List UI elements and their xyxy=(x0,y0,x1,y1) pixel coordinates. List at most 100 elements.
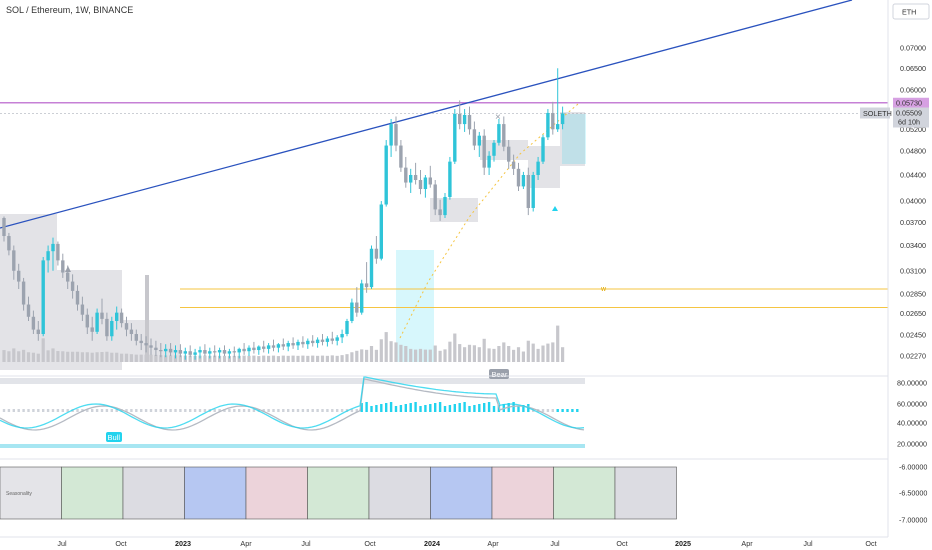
volume-bar xyxy=(487,348,491,362)
osc-histogram-bar xyxy=(561,409,564,412)
osc-histogram-bar xyxy=(37,409,40,412)
volume-bar xyxy=(139,354,143,362)
candle-body xyxy=(526,174,530,208)
volume-bar xyxy=(433,345,437,362)
candle-body xyxy=(502,124,506,147)
osc-histogram-bar xyxy=(429,404,432,412)
candle-body xyxy=(12,250,16,271)
candle-body xyxy=(144,343,148,346)
volume-bar xyxy=(384,332,388,362)
osc-histogram-bar xyxy=(115,409,118,412)
osc-histogram-bar xyxy=(51,409,55,412)
osc-histogram-bar xyxy=(86,409,89,412)
candle-body xyxy=(467,114,472,130)
osc-histogram-bar xyxy=(174,409,177,412)
candle-body xyxy=(154,347,158,351)
volume-bar xyxy=(218,355,222,362)
volume-bar xyxy=(418,348,423,362)
osc-histogram-bar xyxy=(365,402,368,412)
price-axis-label: 0.02650 xyxy=(900,309,926,318)
osc-histogram-bar xyxy=(291,409,295,412)
volume-bar xyxy=(365,349,369,362)
seasonality-cell xyxy=(553,466,616,520)
osc-histogram-bar xyxy=(22,409,25,412)
osc-histogram-bar xyxy=(262,409,265,412)
price-axis-label: 0.02850 xyxy=(900,289,926,298)
candle-body xyxy=(129,329,134,335)
candle-body xyxy=(443,196,447,216)
osc-histogram-bar xyxy=(340,409,344,412)
osc-histogram-bar xyxy=(95,409,99,412)
volume-bar xyxy=(227,356,231,362)
candle-body xyxy=(70,281,75,291)
candle-body xyxy=(21,281,26,305)
time-axis-label: 2023 xyxy=(175,539,191,548)
candle-body xyxy=(90,327,94,332)
candle-body xyxy=(110,320,114,337)
cross-marker: × xyxy=(495,112,501,123)
osc-histogram-bar xyxy=(125,409,128,412)
candle-body xyxy=(271,345,276,348)
volume-bar xyxy=(85,352,89,362)
volume-bar xyxy=(526,340,530,362)
osc-histogram-bar xyxy=(189,409,192,412)
osc-histogram-bar xyxy=(228,409,231,412)
volume-bar xyxy=(56,351,60,362)
currency-button[interactable]: ETH xyxy=(892,3,930,20)
osc-histogram-bar xyxy=(551,409,554,412)
candle-body xyxy=(516,168,521,187)
candle-body xyxy=(477,135,481,146)
candle-body xyxy=(335,337,339,341)
candle-body xyxy=(448,161,452,197)
volume-bar xyxy=(75,351,80,362)
candle-body xyxy=(17,270,21,282)
volume-bar xyxy=(350,352,354,362)
osc-histogram-bar xyxy=(32,409,35,412)
volume-bar xyxy=(188,355,192,362)
osc-histogram-bar xyxy=(179,409,182,412)
time-axis-label: Jul xyxy=(301,539,311,548)
symbol-label: SOLETH xyxy=(863,109,892,118)
volume-bar xyxy=(2,350,6,362)
price-axis-label: 0.02450 xyxy=(900,331,926,340)
volume-bar xyxy=(340,355,344,362)
osc-histogram-bar xyxy=(409,403,412,412)
candle-body xyxy=(119,312,124,324)
volume-bar xyxy=(467,344,472,362)
volume-bar xyxy=(12,348,16,362)
volume-bar xyxy=(164,355,168,362)
volume-bar xyxy=(335,355,339,362)
candle-body xyxy=(227,351,232,354)
candle-body xyxy=(374,248,379,259)
candle-body xyxy=(360,283,364,313)
candle-body xyxy=(7,236,11,251)
candle-body xyxy=(232,351,236,353)
currency-button-frame xyxy=(892,3,930,20)
bull-label-box xyxy=(106,432,122,442)
volume-bar xyxy=(159,355,163,362)
volume-bar xyxy=(399,344,403,362)
price-axis-label: 0.03700 xyxy=(900,218,926,227)
candle-body xyxy=(56,243,60,261)
volume-bar xyxy=(355,350,359,362)
candle-body xyxy=(399,145,403,168)
volume-bar xyxy=(36,353,40,362)
volume-bar xyxy=(124,353,129,362)
osc-histogram-bar xyxy=(66,409,69,412)
osc-histogram-bar xyxy=(311,409,314,412)
osc-histogram-bar xyxy=(419,406,422,412)
osc-histogram-bar xyxy=(267,409,270,412)
volume-bar xyxy=(320,355,325,362)
candle-body xyxy=(31,316,36,330)
volume-bar xyxy=(145,275,149,362)
volume-bar xyxy=(325,355,329,362)
candle-body xyxy=(26,304,31,317)
osc-histogram-bar xyxy=(326,409,329,412)
currency-button-label: ETH xyxy=(902,8,916,17)
osc-histogram-bar xyxy=(154,409,158,412)
volume-bar xyxy=(100,352,104,362)
bear-label: Bear xyxy=(492,370,508,379)
volume-bar xyxy=(502,342,506,362)
volume-bar xyxy=(463,347,467,362)
volume-bar xyxy=(276,356,280,362)
